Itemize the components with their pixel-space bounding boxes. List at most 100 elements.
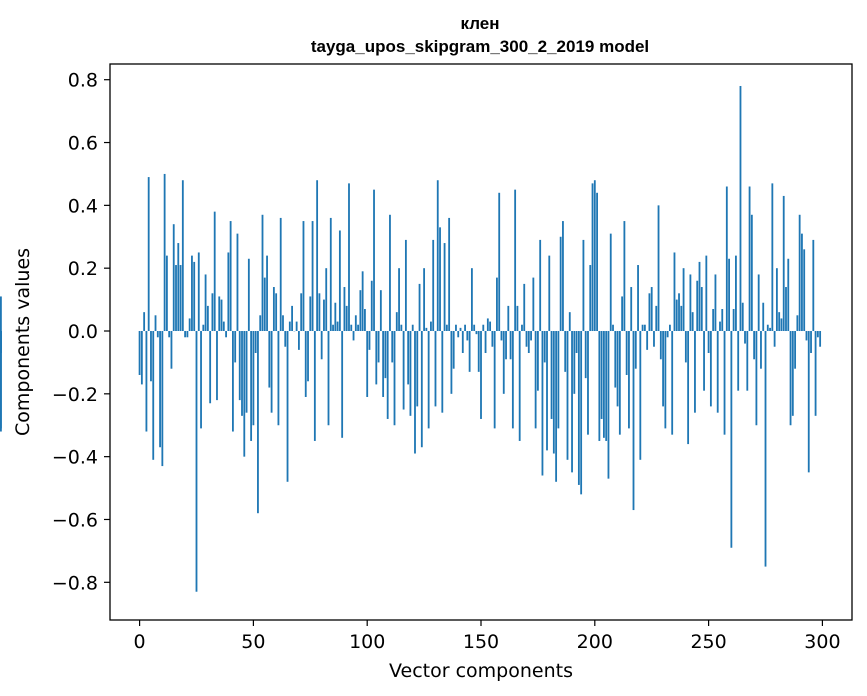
- bar: [270, 331, 273, 413]
- bar: [725, 186, 728, 332]
- x-tick-label: 150: [463, 631, 499, 653]
- bar: [785, 287, 787, 332]
- bar: [245, 331, 248, 413]
- bar: [655, 305, 658, 332]
- bar: [334, 302, 337, 331]
- bar: [184, 331, 187, 338]
- bar: [771, 183, 774, 332]
- bar: [680, 305, 683, 332]
- y-axis-label: Components values: [12, 248, 34, 436]
- bar: [443, 243, 446, 331]
- bar: [810, 331, 812, 353]
- bar: [418, 283, 421, 332]
- bar: [445, 324, 448, 331]
- x-tick-label: 0: [134, 631, 146, 653]
- bar: [612, 324, 614, 331]
- bar: [532, 277, 535, 331]
- bar: [466, 331, 469, 341]
- bar: [220, 299, 223, 331]
- bar: [254, 331, 257, 353]
- bar: [671, 331, 674, 435]
- bar: [562, 221, 564, 331]
- bar: [225, 331, 227, 338]
- bar: [748, 186, 751, 332]
- y-tick-label: −0.6: [52, 509, 98, 531]
- bar: [618, 331, 621, 435]
- bar: [486, 318, 489, 331]
- bar: [819, 331, 822, 347]
- bar: [780, 318, 783, 331]
- bar: [373, 189, 375, 332]
- bar: [477, 331, 480, 372]
- bar: [204, 274, 207, 331]
- bar: [352, 331, 355, 341]
- bar: [816, 331, 819, 338]
- bar: [286, 331, 289, 482]
- bar: [468, 331, 471, 372]
- bar: [716, 331, 719, 413]
- bar: [450, 331, 453, 394]
- bar: [530, 331, 532, 341]
- bar: [145, 331, 148, 432]
- bar: [582, 239, 585, 332]
- bar: [452, 331, 455, 369]
- bar: [288, 321, 291, 331]
- bar: [700, 287, 703, 332]
- bar: [368, 331, 371, 350]
- bar: [605, 331, 608, 441]
- bar: [475, 331, 478, 335]
- bar: [496, 277, 498, 331]
- bar: [753, 331, 756, 360]
- x-tick-label: 200: [577, 631, 613, 653]
- bar: [564, 331, 567, 372]
- bar: [596, 192, 598, 331]
- bar: [266, 255, 268, 332]
- bar: [673, 252, 676, 331]
- bar: [272, 287, 275, 332]
- bar: [279, 217, 282, 331]
- bar: [147, 177, 150, 331]
- bar: [311, 221, 314, 331]
- bar: [696, 280, 699, 332]
- bar: [746, 331, 749, 391]
- bar: [482, 324, 485, 331]
- bar: [427, 331, 430, 429]
- bar: [140, 331, 143, 385]
- bar: [546, 331, 548, 451]
- x-tick-label: 300: [804, 631, 840, 653]
- bar: [600, 331, 603, 419]
- bar: [332, 324, 334, 331]
- bar: [625, 331, 628, 375]
- x-axis-label: Vector components: [389, 660, 573, 682]
- bar: [234, 331, 237, 363]
- bar: [580, 331, 583, 495]
- bar: [386, 331, 389, 419]
- bar: [425, 327, 428, 331]
- bar: [762, 302, 765, 331]
- x-tick-label: 100: [349, 631, 385, 653]
- bar: [343, 287, 346, 332]
- bar: [329, 217, 332, 331]
- bar: [382, 331, 385, 397]
- bar: [750, 214, 753, 332]
- bar: [216, 331, 218, 401]
- bar: [186, 331, 189, 338]
- bar: [741, 302, 744, 331]
- bar: [689, 274, 692, 331]
- bar: [165, 255, 168, 332]
- bar: [177, 243, 180, 331]
- bar: [366, 331, 369, 397]
- bar: [414, 331, 416, 454]
- bar: [307, 331, 309, 382]
- bar: [222, 321, 225, 331]
- bar: [755, 331, 758, 426]
- bar: [623, 221, 626, 331]
- bar: [584, 331, 587, 379]
- bar: [455, 324, 457, 331]
- bar: [521, 324, 523, 331]
- y-tick-label: −0.2: [52, 384, 98, 406]
- bar: [170, 331, 173, 369]
- y-tick-label: 0.0: [68, 321, 98, 343]
- bar: [646, 331, 649, 350]
- bar: [493, 331, 496, 429]
